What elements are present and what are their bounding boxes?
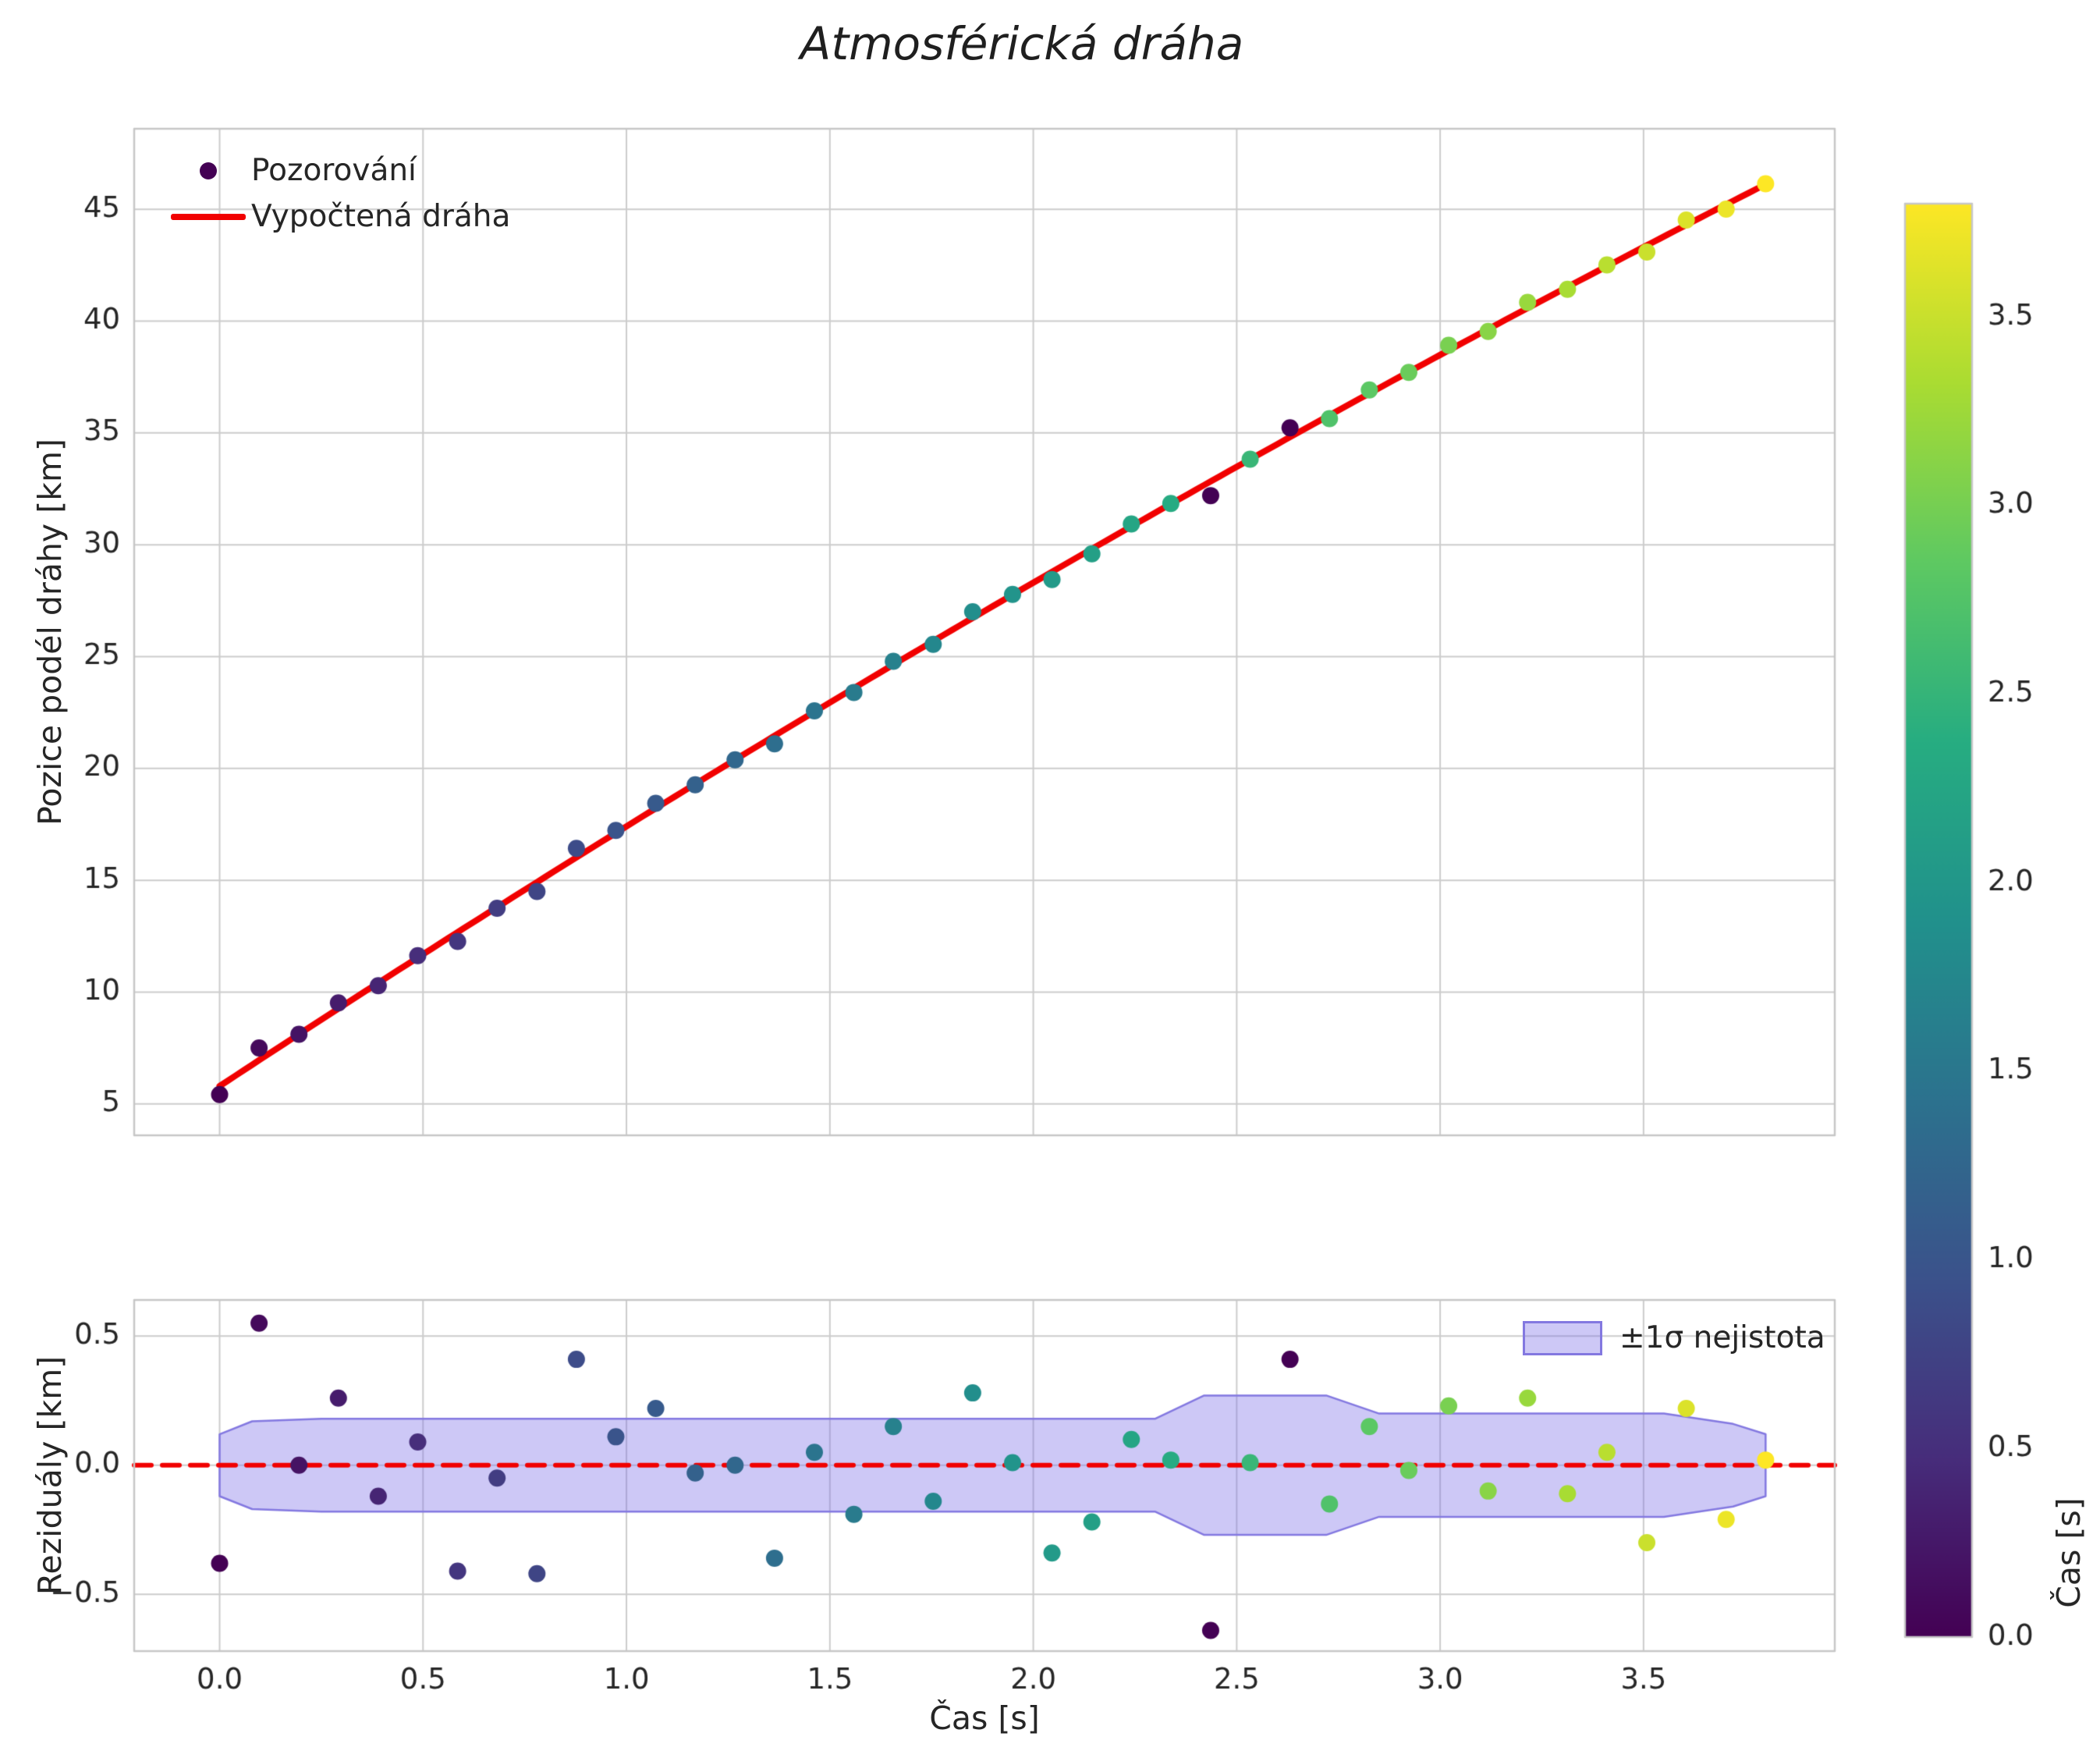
legend-trajectory: Pozorování Vypočtená dráha: [165, 153, 510, 234]
legend-residuals: ±1σ nejistota: [1523, 1320, 1825, 1355]
legend-label-observations: Pozorování: [251, 153, 417, 188]
scatter-marker-icon: [200, 162, 217, 179]
y-axis-label-position: Pozice podél dráhy [km]: [31, 439, 69, 826]
line-marker-icon: [171, 213, 246, 220]
y-axis-label-residuals: Reziduály [km]: [31, 1355, 69, 1596]
legend-item-fit: Vypočtená dráha: [165, 199, 510, 234]
colorbar-label: Čas [s]: [2050, 1497, 2088, 1608]
legend-label-fit: Vypočtená dráha: [251, 199, 511, 234]
legend-item-observations: Pozorování: [165, 153, 510, 188]
chart-title: Atmosférická dráha: [800, 17, 1244, 70]
x-axis-label-time: Čas [s]: [929, 1699, 1040, 1737]
legend-label-band: ±1σ nejistota: [1619, 1320, 1825, 1355]
band-patch-icon: [1523, 1320, 1602, 1355]
